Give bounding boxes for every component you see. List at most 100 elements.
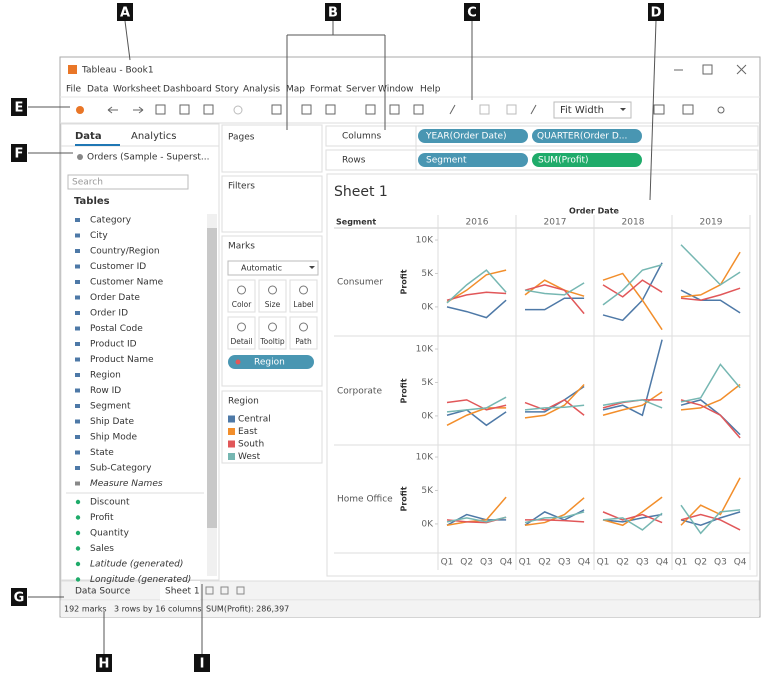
tableau-icon[interactable] (76, 106, 84, 114)
legend-label[interactable]: South (238, 440, 264, 450)
close[interactable] (736, 64, 747, 75)
dimension-field[interactable]: Category (90, 216, 132, 226)
row-pill[interactable] (418, 153, 528, 167)
refresh[interactable] (233, 105, 243, 115)
series-line (446, 269, 507, 304)
menu-item[interactable]: Dashboard (163, 85, 212, 95)
marks-button[interactable] (289, 316, 318, 350)
series-line (680, 363, 741, 403)
legend-label[interactable]: West (238, 452, 261, 462)
series-line (446, 291, 507, 301)
series-line (525, 297, 585, 311)
menu-item[interactable]: Help (420, 85, 441, 95)
measure-field[interactable]: Latitude (generated) (90, 560, 183, 570)
maximize[interactable] (702, 64, 713, 75)
new-dashboard-tab[interactable] (220, 586, 229, 595)
row-header: Segment (336, 218, 376, 227)
pause[interactable] (271, 104, 282, 115)
marks-button[interactable] (227, 316, 256, 350)
dimension-field[interactable]: Postal Code (90, 324, 143, 334)
dimension-field[interactable]: Region (90, 371, 121, 381)
menu-item[interactable]: Format (310, 85, 342, 95)
new-sheet[interactable] (203, 104, 214, 115)
tab[interactable]: Data (75, 131, 102, 142)
annotation-letter: B (328, 6, 338, 21)
mark-type-dropdown[interactable] (227, 260, 319, 276)
segment-label: Consumer (337, 278, 383, 288)
menu-item[interactable]: Server (346, 85, 376, 95)
undo[interactable] (107, 106, 118, 114)
show-cards[interactable] (653, 104, 665, 115)
clear[interactable] (325, 104, 336, 115)
fix-axes[interactable] (530, 104, 537, 115)
series-line (680, 399, 741, 439)
marks-button[interactable] (258, 316, 287, 350)
data-source[interactable]: Orders (Sample - Superst... (87, 153, 210, 163)
sort-desc[interactable] (413, 104, 424, 115)
dimension-field[interactable]: Ship Date (90, 417, 134, 427)
series-line (525, 385, 585, 413)
redo[interactable] (133, 106, 144, 114)
marks-button[interactable] (227, 279, 256, 313)
column-pill[interactable] (418, 129, 528, 143)
dimension-field[interactable]: Country/Region (90, 247, 160, 257)
tab[interactable]: Analytics (131, 131, 176, 142)
legend-swatch (228, 453, 235, 460)
dimension-field[interactable]: Product ID (90, 340, 137, 350)
measure-field[interactable]: Discount (90, 498, 130, 508)
column-pill[interactable] (532, 129, 642, 143)
menu-item[interactable]: Window (378, 85, 414, 95)
sheet-tab[interactable]: Data Source (75, 587, 131, 597)
search-box[interactable] (67, 174, 189, 190)
save[interactable] (155, 104, 166, 115)
group[interactable] (479, 104, 490, 115)
window-title: Tableau - Book1 (81, 66, 154, 76)
menu-item[interactable]: Map (286, 85, 305, 95)
dimension-field[interactable]: Customer ID (90, 262, 146, 272)
dimension-field[interactable]: Product Name (90, 355, 154, 365)
measure-field[interactable]: Longitude (generated) (90, 575, 191, 585)
legend-title: Region (228, 397, 259, 407)
scroll-thumb[interactable] (207, 228, 217, 528)
menu-item[interactable]: Worksheet (113, 85, 161, 95)
measure-field[interactable]: Sales (90, 544, 114, 554)
series-line (446, 299, 507, 319)
region-pill[interactable] (228, 355, 314, 369)
labels[interactable] (506, 104, 517, 115)
dimension-field[interactable]: Customer Name (90, 278, 164, 288)
dimension-field[interactable]: State (90, 448, 114, 458)
app-icon (68, 65, 77, 74)
swap[interactable] (365, 104, 376, 115)
dimension-field[interactable]: Sub-Category (90, 464, 152, 474)
new-sheet-tab[interactable] (205, 586, 214, 595)
menu-item[interactable]: Data (87, 85, 109, 95)
legend-label[interactable]: Central (238, 415, 271, 425)
fit-dropdown[interactable] (553, 101, 632, 119)
legend-label[interactable]: East (238, 427, 258, 437)
dimension-field[interactable]: Order Date (90, 293, 140, 303)
measure-field[interactable]: Profit (90, 513, 114, 523)
sort-asc[interactable] (389, 104, 400, 115)
menu-item[interactable]: Story (215, 85, 239, 95)
duplicate[interactable] (301, 104, 312, 115)
dimension-field[interactable]: City (90, 231, 108, 241)
new-data-source[interactable] (179, 104, 190, 115)
new-story-tab[interactable] (236, 586, 245, 595)
marks-button[interactable] (258, 279, 287, 313)
row-pill[interactable] (532, 153, 642, 167)
menu-item[interactable]: Analysis (243, 85, 280, 95)
marks-button[interactable] (289, 279, 318, 313)
active-tab[interactable] (160, 581, 200, 600)
dimension-field[interactable]: Order ID (90, 309, 128, 319)
field-icon (75, 388, 80, 393)
dimension-field[interactable]: Segment (90, 402, 131, 412)
share[interactable] (717, 106, 725, 114)
sheet-tab[interactable]: Sheet 1 (165, 587, 200, 597)
dimension-field[interactable]: Measure Names (90, 479, 163, 489)
dimension-field[interactable]: Ship Mode (90, 433, 137, 443)
measure-field[interactable]: Quantity (90, 529, 130, 539)
menu-item[interactable]: File (66, 85, 82, 95)
dimension-field[interactable]: Row ID (90, 386, 121, 396)
presentation[interactable] (682, 104, 694, 115)
highlight[interactable] (449, 104, 456, 115)
